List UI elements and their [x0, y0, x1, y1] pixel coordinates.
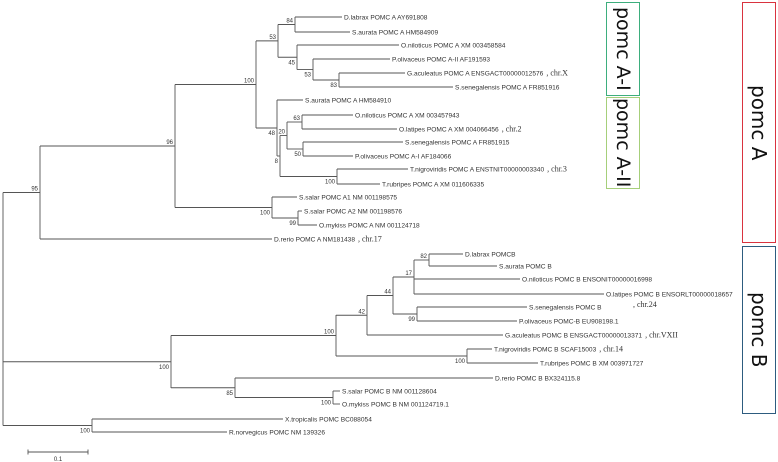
- taxon-label: P.olivaceus POMC A-II AF191593: [392, 56, 490, 63]
- taxon-label: T.nigroviridis POMC B SCAF15003: [494, 346, 597, 353]
- bootstrap-value: 96: [166, 140, 173, 146]
- clade-label-pomc-a-i: pomc A-I: [612, 7, 634, 91]
- clade-box-pomc-a-i: pomc A-I: [606, 2, 640, 96]
- taxon-label: O.niloticus POMC A XM 003457943: [355, 112, 460, 119]
- bootstrap-value: 100: [321, 401, 332, 407]
- bootstrap-value: 53: [304, 73, 311, 79]
- taxon-label: O.mykiss POMC A NM 001124718: [319, 222, 420, 229]
- taxon-label: O.latipes POMC A XM 004066456: [399, 126, 499, 133]
- taxon-label: G.aculeatus POMC A ENSGACT00000012576: [407, 70, 544, 77]
- taxon-label: O.niloticus POMC A XM 003458584: [401, 42, 506, 49]
- taxon-label: D.labrax POMCB: [465, 251, 516, 258]
- bootstrap-value: 82: [420, 254, 427, 260]
- bootstrap-value: 100: [455, 359, 466, 365]
- bootstrap-value: 45: [288, 60, 295, 66]
- bootstrap-value: 50: [294, 152, 301, 158]
- taxon-label: O.niloticus POMC B ENSONIT00000016998: [522, 276, 652, 283]
- taxon-label: S.senegalensis POMC A FR851915: [405, 139, 510, 146]
- bootstrap-value: 85: [226, 391, 233, 397]
- taxon-label: S.salar POMC B NM 001128604: [342, 388, 437, 395]
- bootstrap-value: 100: [80, 429, 91, 435]
- taxon-label: P.olivaceus POMC-B EU908198.1: [519, 318, 619, 325]
- chromosome-label: , chr.17: [358, 235, 382, 244]
- taxon-label: D.rerio POMC A NM181438: [274, 236, 355, 243]
- clade-label-pomc-b: pomc B: [747, 292, 771, 368]
- chromosome-label: , chr.14: [599, 345, 623, 354]
- taxon-label: T.rubripes POMC A XM 011606335: [382, 181, 484, 188]
- taxon-label: R.norvegicus POMC NM 139326: [229, 429, 325, 436]
- chromosome-label: , chr.X: [546, 69, 568, 78]
- bootstrap-value: 44: [384, 290, 391, 296]
- taxon-label: S.senegalensis POMC A FR851916: [455, 84, 560, 91]
- bootstrap-value: 100: [159, 365, 170, 371]
- bootstrap-value: 63: [293, 116, 300, 122]
- bootstrap-value: 95: [31, 187, 38, 193]
- taxon-label: S.salar POMC A2 NM 001198576: [304, 208, 402, 215]
- bootstrap-value: 99: [408, 317, 415, 323]
- chromosome-label: , chr.24: [633, 300, 657, 309]
- taxon-label: T.rubripes POMC B XM 003971727: [540, 360, 644, 367]
- taxon-label: S.aurata POMC A HM584909: [352, 29, 438, 36]
- clade-box-pomc-a-ii: pomc A-II: [606, 97, 640, 189]
- bootstrap-value: 20: [278, 130, 285, 136]
- chromosome-label: , chr.3: [547, 165, 567, 174]
- bootstrap-value: 53: [269, 35, 276, 41]
- chromosome-label: , chr.2: [502, 125, 522, 134]
- taxon-label: D.labrax POMC A AY691808: [344, 14, 428, 21]
- clade-label-pomc-a: pomc A: [747, 84, 771, 161]
- clade-box-pomc-a: pomc A: [742, 2, 776, 243]
- chromosome-label: , chr.VXII: [645, 331, 678, 340]
- taxon-label: S.senegalensis POMC B: [529, 304, 602, 311]
- taxon-label: G.aculeatus POMC B ENSGACT00000013371: [505, 332, 642, 339]
- bootstrap-value: 84: [286, 19, 293, 25]
- bootstrap-value: 100: [244, 79, 255, 85]
- taxon-label: P.olivaceus POMC A-I AF184066: [355, 153, 452, 160]
- bootstrap-value: 100: [324, 330, 335, 336]
- taxon-label: D.rerio POMC B BX324115.8: [495, 375, 581, 382]
- bootstrap-value: 100: [260, 211, 271, 217]
- taxon-label: O.latipes POMC B ENSORLT00000018657: [606, 291, 733, 298]
- taxon-label: X.tropicalis POMC BC088054: [285, 416, 372, 423]
- taxon-label: S.aurata POMC A HM584910: [305, 97, 391, 104]
- bootstrap-value: 99: [289, 221, 296, 227]
- bootstrap-value: 42: [358, 309, 365, 315]
- clade-box-pomc-b: pomc B: [742, 246, 776, 414]
- scale-bar-label: 0.1: [54, 457, 63, 462]
- bootstrap-value: 83: [330, 83, 337, 89]
- taxon-label: S.aurata POMC B: [499, 263, 552, 270]
- bootstrap-value: 100: [325, 180, 336, 186]
- taxon-label: T.nigroviridis POMC A ENSTNIT00000003340: [410, 166, 544, 173]
- bootstrap-value: 8: [275, 159, 279, 165]
- bootstrap-value: 48: [268, 131, 275, 137]
- clade-label-pomc-a-ii: pomc A-II: [612, 98, 634, 188]
- taxon-label: S.salar POMC A1 NM 001198575: [299, 194, 397, 201]
- taxon-label: O.mykiss POMC B NM 001124719.1: [342, 401, 449, 408]
- bootstrap-value: 17: [405, 271, 412, 277]
